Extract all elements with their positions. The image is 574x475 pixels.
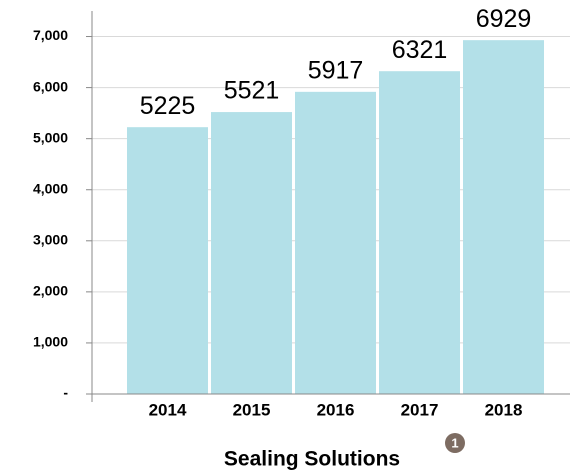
chart-title: Sealing Solutions [224, 448, 400, 471]
bar [295, 91, 376, 394]
y-tick-label: 6,000 [33, 78, 68, 94]
y-tick-label: 5,000 [33, 129, 68, 145]
bar [127, 127, 208, 394]
y-tick-label: 3,000 [33, 232, 68, 248]
y-tick-label: - [63, 385, 68, 401]
data-label: 5225 [140, 92, 196, 120]
x-tick-label: 2015 [233, 400, 271, 419]
bar [463, 40, 544, 395]
x-tick-label: 2016 [317, 400, 355, 419]
y-tick-label: 7,000 [33, 27, 68, 43]
data-label: 6929 [476, 5, 532, 33]
x-tick-label: 2014 [149, 400, 187, 419]
y-tick-label: 2,000 [33, 283, 68, 299]
data-label: 5917 [308, 56, 364, 84]
footnote-badge [445, 433, 465, 453]
data-label: 6321 [392, 36, 448, 64]
x-tick-label: 2017 [401, 400, 439, 419]
bar [379, 71, 460, 394]
data-label: 5521 [224, 77, 280, 105]
bar [211, 112, 292, 394]
x-tick-label: 2018 [485, 400, 523, 419]
y-tick-label: 1,000 [33, 334, 68, 350]
y-tick-label: 4,000 [33, 180, 68, 196]
footnote-number: 1 [451, 435, 458, 450]
